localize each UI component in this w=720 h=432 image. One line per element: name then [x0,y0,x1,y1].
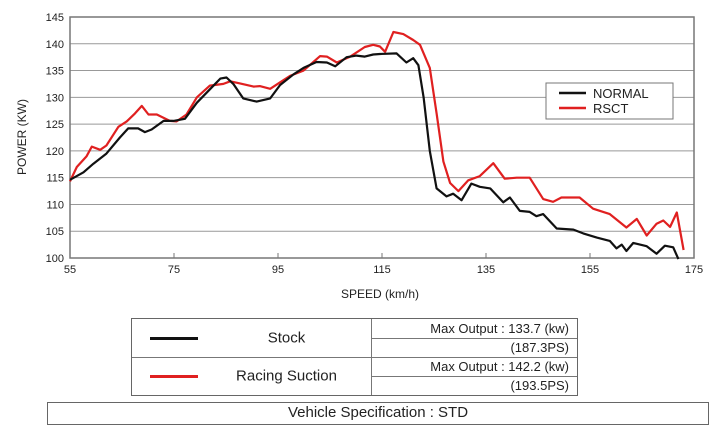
x-tick-label: 95 [272,264,284,276]
y-tick-label: 120 [46,146,64,158]
y-tick-label: 100 [46,253,64,265]
y-tick-label: 125 [46,119,64,131]
y-tick-label: 105 [46,226,64,238]
vehicle-specification: Vehicle Specification : STD [47,402,709,425]
x-tick-label: 135 [477,264,495,276]
table-row-stock: Stock Max Output : 133.7 (kw) (187.3PS) [132,319,577,358]
series-line-rsct [69,30,685,251]
series-line-normal [69,52,680,260]
y-tick-label: 135 [46,66,64,78]
legend: NORMAL RSCT [545,82,674,120]
series-name: Racing Suction [236,367,337,385]
max-output-kw: Max Output : 142.2 (kw) [372,357,577,377]
x-tick-label: 175 [685,264,703,276]
y-axis-label: POWER (KW) [15,99,29,175]
series-name: Stock [267,329,306,347]
y-tick-label: 115 [46,173,64,185]
y-tick-label: 140 [46,39,64,51]
power-chart: 100 105 110 115 120 125 130 135 140 145 55 75 95 115 1… [15,12,703,301]
x-tick-label: 115 [373,264,391,276]
y-tick-label: 130 [46,92,64,104]
legend-label-normal: NORMAL [593,86,649,101]
x-axis-label: SPEED (km/h) [341,287,419,301]
max-output-kw: Max Output : 133.7 (kw) [372,319,577,339]
stock-line-swatch [150,337,198,340]
x-tick-label: 155 [581,264,599,276]
x-tick-label: 75 [168,264,180,276]
max-output-ps: (187.3PS) [510,340,569,355]
table-row-racing-suction: Racing Suction Max Output : 142.2 (kw) (… [132,357,577,395]
legend-label-rsct: RSCT [593,101,628,116]
output-table: Stock Max Output : 133.7 (kw) (187.3PS) … [131,318,578,396]
racing-suction-line-swatch [150,375,198,378]
y-tick-label: 110 [46,199,64,211]
y-tick-label: 145 [46,12,64,24]
max-output-ps: (193.5PS) [510,378,569,393]
x-tick-label: 55 [64,264,76,276]
